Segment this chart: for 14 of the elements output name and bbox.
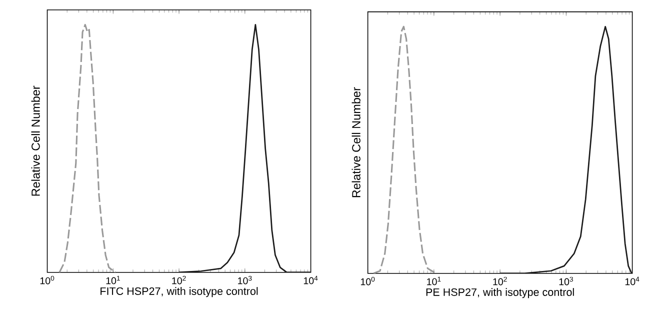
x-tick-label: 10$^{0}$	[360, 276, 375, 286]
x-tick-label: 10$^{0}$	[40, 276, 54, 284]
x-tick-label: 10$^{3}$	[238, 276, 252, 284]
x-axis-title: FITC HSP27, with isotype control	[100, 286, 258, 297]
x-tick-label: 10$^{3}$	[559, 276, 573, 286]
y-axis-title: Relative Cell Number	[352, 87, 360, 197]
x-tick-label: 10$^{2}$	[493, 276, 507, 286]
x-axis-title: PE HSP27, with isotype control	[426, 288, 574, 298]
y-axis-title: Relative Cell Number	[31, 86, 40, 196]
x-tick-label: 10$^{1}$	[106, 276, 120, 284]
x-tick-label: 10$^{4}$	[625, 276, 640, 285]
x-tick-label: 10$^{4}$	[304, 276, 318, 284]
x-tick-label: 10$^{1}$	[427, 276, 441, 285]
x-tick-label: 10$^{2}$	[172, 276, 186, 284]
